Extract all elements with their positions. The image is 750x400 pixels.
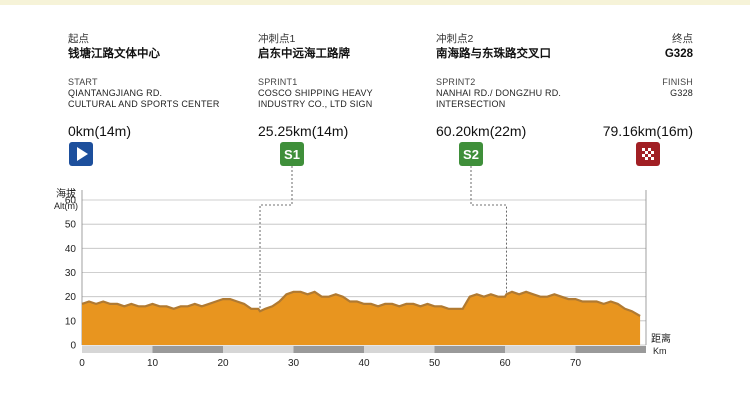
y-tick-label-10: 10 bbox=[65, 316, 77, 327]
axes: 0 10 20 30 40 50 60 0 10 20 30 40 50 60 70 bbox=[65, 196, 646, 369]
x-tick-label-20: 20 bbox=[217, 358, 229, 369]
distance-band-3 bbox=[293, 346, 364, 353]
sprint-connector-1 bbox=[259, 166, 293, 345]
elevation-area-edge bbox=[81, 290, 641, 317]
distance-band-4 bbox=[364, 346, 435, 353]
sprint-connector-2 bbox=[470, 166, 507, 345]
sprint1-cn-name: 启东中远海工路牌 bbox=[258, 48, 350, 60]
distance-band-7 bbox=[575, 346, 646, 353]
sprint-connectors bbox=[259, 166, 507, 345]
start-waypoint: 起点 钱塘江路文体中心 START QIANTANGJIANG RD. CULT… bbox=[68, 33, 328, 139]
finish-distance: 79.16km(16m) bbox=[602, 123, 693, 139]
y-tick-label-60: 60 bbox=[65, 196, 77, 207]
sprint1-cn-label: 冲刺点1 bbox=[258, 33, 296, 45]
finish-cn-label: 终点 bbox=[672, 33, 693, 45]
y-tick-label-40: 40 bbox=[65, 244, 77, 255]
start-en-label: START bbox=[68, 77, 98, 87]
top-color-bar bbox=[0, 0, 750, 5]
sprint1-badge-text: S1 bbox=[284, 147, 300, 162]
sprint2-badge: S2 bbox=[459, 142, 483, 166]
finish-waypoint: 终点 G328 FINISH G328 79.16km(16m) bbox=[433, 33, 693, 139]
x-tick-label-30: 30 bbox=[288, 358, 300, 369]
start-distance: 0km(14m) bbox=[68, 123, 132, 139]
start-en-name-line1: QIANTANGJIANG RD. bbox=[68, 88, 163, 98]
sprint1-en-label: SPRINT1 bbox=[258, 77, 298, 87]
sprint1-en-name-line2: INDUSTRY CO., LTD SIGN bbox=[258, 99, 373, 109]
sprint1-badge: S1 bbox=[280, 142, 304, 166]
x-tick-label-40: 40 bbox=[358, 358, 370, 369]
y-tick-label-20: 20 bbox=[65, 292, 77, 303]
distance-band-5 bbox=[434, 346, 505, 353]
sprint2-cn-label: 冲刺点2 bbox=[436, 33, 474, 45]
start-en-name-line2: CULTURAL AND SPORTS CENTER bbox=[68, 99, 220, 109]
finish-en-label: FINISH bbox=[662, 77, 693, 87]
y-axis-label-cn: 海拔 bbox=[56, 187, 76, 200]
sprint2-waypoint: 冲刺点2 南海路与东珠路交叉口 SPRINT2 NANHAI RD./ DONG… bbox=[436, 33, 696, 139]
finish-en-name-line1: G328 bbox=[670, 88, 693, 98]
elevation-area-fill bbox=[82, 291, 641, 345]
x-axis-label-cn: 距离 bbox=[651, 332, 671, 345]
y-tick-label-50: 50 bbox=[65, 220, 77, 231]
x-tick-label-50: 50 bbox=[429, 358, 441, 369]
finish-cn-name: G328 bbox=[664, 48, 693, 60]
play-icon bbox=[69, 142, 93, 166]
sprint2-cn-name: 南海路与东珠路交叉口 bbox=[436, 48, 551, 60]
sprint2-en-label: SPRINT2 bbox=[436, 77, 476, 87]
distance-band-0 bbox=[82, 346, 153, 353]
x-tick-label-10: 10 bbox=[147, 358, 159, 369]
distance-band-1 bbox=[152, 346, 223, 353]
x-tick-label-0: 0 bbox=[79, 358, 85, 369]
y-tick-label-30: 30 bbox=[65, 268, 77, 279]
x-axis-label: Km bbox=[653, 346, 667, 356]
sprint1-waypoint: 冲刺点1 启东中远海工路牌 SPRINT1 COSCO SHIPPING HEA… bbox=[258, 33, 518, 139]
sprint2-en-name-line1: NANHAI RD./ DONGZHU RD. bbox=[436, 88, 562, 98]
start-cn-label: 起点 bbox=[68, 33, 89, 45]
x-tick-label-60: 60 bbox=[499, 358, 511, 369]
sprint2-badge-text: S2 bbox=[463, 147, 479, 162]
start-cn-name: 钱塘江路文体中心 bbox=[68, 48, 160, 60]
distance-band-6 bbox=[505, 346, 576, 353]
distance-band-2 bbox=[223, 346, 294, 353]
sprint1-distance: 25.25km(14m) bbox=[258, 123, 349, 139]
x-tick-label-70: 70 bbox=[570, 358, 582, 369]
sprint1-en-name-line1: COSCO SHIPPING HEAVY bbox=[258, 88, 373, 98]
y-tick-label-0: 0 bbox=[70, 341, 76, 352]
sprint2-distance: 60.20km(22m) bbox=[436, 123, 527, 139]
checkered-flag-icon bbox=[636, 142, 660, 166]
sprint2-en-name-line2: INTERSECTION bbox=[436, 99, 506, 109]
elevation-area bbox=[81, 290, 641, 345]
y-axis-label: Alt(m) bbox=[54, 201, 78, 211]
